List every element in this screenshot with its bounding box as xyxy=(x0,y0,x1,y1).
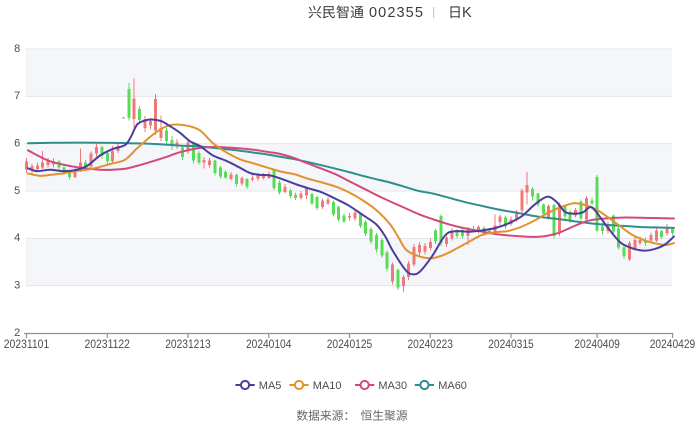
svg-text:20240315: 20240315 xyxy=(488,339,534,351)
svg-text:MA5: MA5 xyxy=(259,380,282,392)
svg-text:6: 6 xyxy=(14,138,20,150)
svg-text:MA30: MA30 xyxy=(378,380,407,392)
svg-text:K: K xyxy=(462,5,472,21)
svg-text:20231213: 20231213 xyxy=(165,339,211,351)
svg-text:20240223: 20240223 xyxy=(407,339,453,351)
svg-text:20231122: 20231122 xyxy=(84,339,130,351)
svg-text:002355: 002355 xyxy=(369,5,424,21)
svg-text:5: 5 xyxy=(14,185,20,197)
svg-text:4: 4 xyxy=(14,232,20,244)
svg-text:8: 8 xyxy=(14,43,20,55)
svg-text:MA10: MA10 xyxy=(313,380,342,392)
svg-text:3: 3 xyxy=(14,280,20,292)
svg-text:2: 2 xyxy=(14,327,20,339)
svg-text:20240409: 20240409 xyxy=(574,339,620,351)
svg-text:20231101: 20231101 xyxy=(4,339,50,351)
svg-text:20240104: 20240104 xyxy=(246,339,292,351)
svg-text:20240125: 20240125 xyxy=(327,339,373,351)
svg-text:20240429: 20240429 xyxy=(650,339,696,351)
svg-text:7: 7 xyxy=(14,90,20,102)
svg-text:MA60: MA60 xyxy=(438,380,467,392)
